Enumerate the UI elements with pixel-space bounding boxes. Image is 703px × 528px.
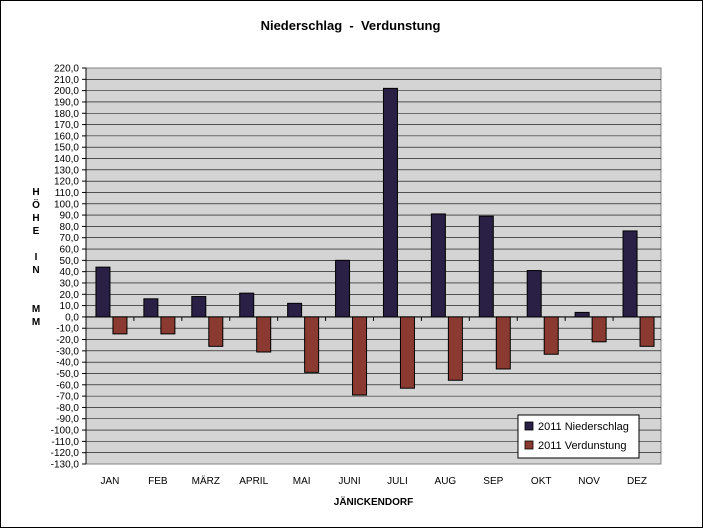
bar-verdunstung	[256, 316, 272, 353]
y-tick-label: 10,0	[60, 301, 80, 312]
plot-area	[85, 67, 662, 465]
y-tick-label: -110,0	[51, 437, 79, 448]
bar-verdunstung	[160, 316, 176, 335]
y-tick-label: 70,0	[60, 233, 80, 244]
y-tick-label: -40,0	[56, 358, 79, 369]
legend-label: 2011 Verdunstung	[538, 440, 626, 452]
y-tick-label: 120,0	[54, 177, 79, 188]
bar-niederschlag	[430, 213, 446, 318]
y-tick-label: -70,0	[56, 392, 79, 403]
y-tick-label: 180,0	[54, 109, 79, 120]
y-tick-label: 90,0	[60, 211, 80, 222]
legend-box	[517, 414, 640, 459]
x-tick-label: APRIL	[239, 476, 268, 487]
y-tick-label: 60,0	[60, 245, 80, 256]
y-tick-label: 80,0	[60, 222, 80, 233]
bar-verdunstung	[543, 316, 559, 355]
y-axis-title-char: I	[35, 252, 38, 263]
chart-title: Niederschlag - Verdunstung	[260, 18, 441, 33]
x-tick-label: MÄRZ	[192, 475, 220, 487]
bar-verdunstung	[591, 316, 607, 343]
x-tick-label: MAI	[293, 476, 311, 487]
y-axis-title-char: H	[32, 213, 39, 224]
y-tick-label: 30,0	[60, 278, 80, 289]
legend-swatch	[524, 421, 534, 431]
y-tick-label: 220,0	[54, 64, 79, 75]
x-tick-label: JULI	[387, 476, 408, 487]
y-axis-title-char: Ö	[32, 198, 40, 211]
x-tick-label: AUG	[435, 476, 457, 487]
x-tick-label: DEZ	[627, 476, 647, 487]
y-tick-label: 200,0	[54, 86, 79, 97]
bar-niederschlag	[574, 311, 590, 318]
bar-verdunstung	[112, 316, 128, 335]
bar-niederschlag	[382, 87, 398, 318]
y-tick-label: 170,0	[54, 120, 79, 131]
x-tick-label: JAN	[101, 476, 120, 487]
x-tick-label: JUNI	[338, 476, 360, 487]
y-tick-label: 100,0	[54, 199, 79, 210]
bar-niederschlag	[526, 270, 542, 318]
y-tick-label: -10,0	[56, 324, 79, 335]
y-tick-label: 160,0	[54, 131, 79, 142]
bar-verdunstung	[304, 316, 320, 373]
bar-verdunstung	[639, 316, 655, 347]
x-axis-title: JÄNICKENDORF	[334, 495, 413, 508]
x-tick-label: NOV	[578, 476, 600, 487]
bar-verdunstung	[399, 316, 415, 389]
y-tick-label: -80,0	[56, 403, 79, 414]
y-axis-title-char: H	[32, 187, 39, 198]
y-axis-title-char: N	[32, 265, 39, 276]
y-tick-label: 110,0	[55, 188, 80, 199]
bar-niederschlag	[335, 259, 351, 318]
x-tick-label: FEB	[148, 476, 168, 487]
y-tick-label: 140,0	[54, 154, 79, 165]
y-axis-title-char: E	[33, 226, 40, 237]
y-axis-title-char: M	[32, 317, 40, 328]
bar-niederschlag	[239, 292, 255, 318]
legend-label: 2011 Niederschlag	[538, 421, 629, 433]
x-tick-label: SEP	[483, 476, 503, 487]
bar-verdunstung	[352, 316, 368, 396]
x-tick-label: OKT	[531, 476, 552, 487]
bar-niederschlag	[191, 296, 207, 318]
bar-niederschlag	[622, 230, 638, 318]
y-tick-label: -90,0	[56, 414, 79, 425]
bar-niederschlag	[287, 302, 303, 318]
bar-verdunstung	[447, 316, 463, 381]
y-tick-label: -20,0	[56, 335, 79, 346]
bar-niederschlag	[143, 298, 159, 318]
y-axis-title-char: M	[32, 304, 40, 315]
bar-niederschlag	[478, 215, 494, 318]
y-tick-label: 40,0	[60, 267, 80, 278]
y-tick-label: 210,0	[54, 75, 79, 86]
legend-swatch	[524, 440, 534, 450]
bar-verdunstung	[495, 316, 511, 370]
y-tick-label: -100,0	[51, 426, 80, 437]
y-tick-label: 190,0	[54, 97, 79, 108]
bar-niederschlag	[95, 266, 111, 318]
y-tick-label: -50,0	[56, 369, 79, 380]
y-tick-label: -30,0	[56, 346, 79, 357]
y-tick-label: -60,0	[56, 380, 79, 391]
bar-verdunstung	[208, 316, 224, 347]
y-tick-label: -120,0	[51, 448, 80, 459]
y-tick-label: 20,0	[60, 290, 80, 301]
y-tick-label: 130,0	[54, 165, 79, 176]
y-tick-label: 150,0	[54, 143, 79, 154]
y-tick-label: -130,0	[51, 460, 80, 471]
y-tick-label: 0,0	[65, 312, 79, 323]
y-tick-label: 50,0	[60, 256, 80, 267]
